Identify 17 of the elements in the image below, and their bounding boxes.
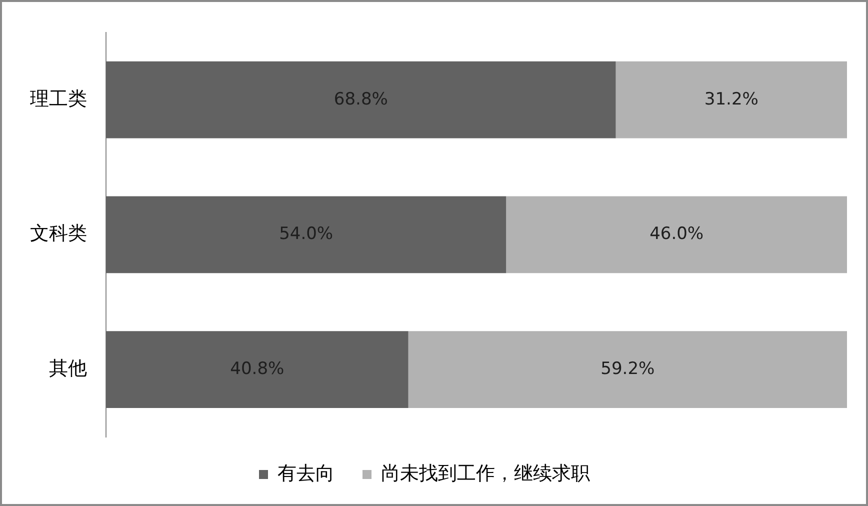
data-label: 46.0% bbox=[650, 224, 704, 244]
y-tick-label: 其他 bbox=[49, 358, 87, 380]
data-label: 68.8% bbox=[334, 89, 388, 110]
bar bbox=[506, 196, 847, 274]
legend-label: 尚未找到工作，继续求职 bbox=[381, 462, 590, 484]
y-tick-label: 文科类 bbox=[30, 222, 87, 245]
data-label: 40.8% bbox=[230, 358, 284, 379]
bar bbox=[408, 331, 847, 408]
data-label: 54.0% bbox=[279, 224, 334, 244]
y-tick-label: 理工类 bbox=[30, 88, 87, 110]
data-label: 31.2% bbox=[704, 89, 758, 110]
bar bbox=[106, 331, 408, 408]
bar bbox=[616, 61, 847, 138]
bar bbox=[106, 196, 506, 274]
data-label: 59.2% bbox=[600, 358, 655, 379]
bar bbox=[106, 61, 616, 138]
legend-label: 有去向 bbox=[278, 462, 334, 484]
